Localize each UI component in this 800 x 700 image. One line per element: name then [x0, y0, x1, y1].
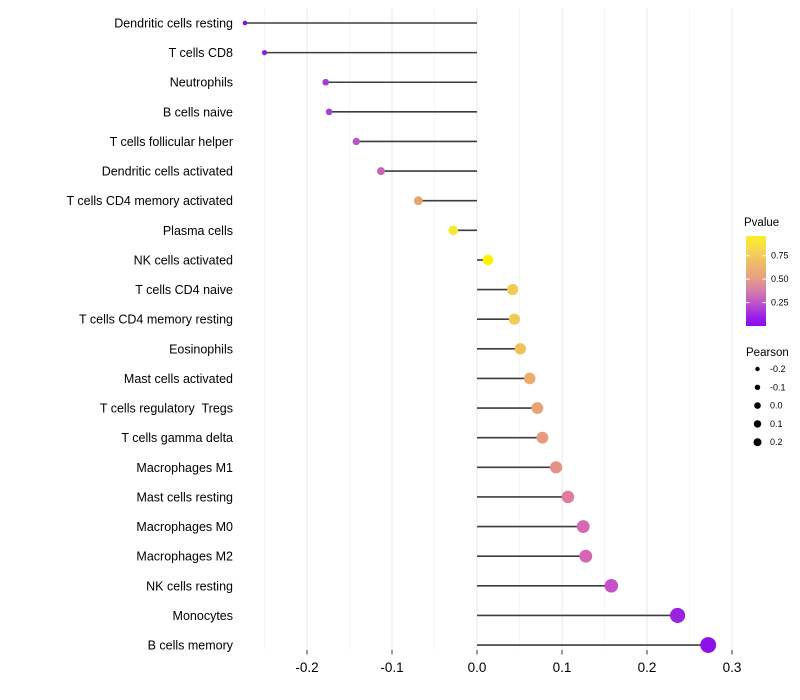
data-point — [576, 520, 590, 533]
pearson-legend-label: -0.2 — [770, 364, 786, 374]
pearson-legend-dot — [755, 366, 760, 372]
pearson-legend-label: -0.1 — [770, 382, 786, 392]
data-point — [536, 431, 549, 444]
data-point — [261, 50, 268, 56]
data-point — [376, 167, 385, 176]
category-label: B cells naive — [163, 105, 233, 119]
data-point — [514, 343, 527, 355]
data-point — [700, 637, 717, 653]
data-point — [561, 490, 575, 504]
category-label: T cells gamma delta — [121, 431, 233, 445]
category-label: Dendritic cells resting — [114, 17, 233, 31]
data-point — [325, 108, 333, 116]
data-point — [448, 225, 459, 236]
data-point — [352, 137, 360, 146]
category-label: Eosinophils — [169, 342, 233, 356]
category-label: Dendritic cells activated — [102, 165, 233, 179]
category-label: B cells memory — [148, 639, 234, 653]
category-label: Macrophages M1 — [136, 461, 233, 475]
data-point — [549, 461, 563, 474]
category-label: Macrophages M2 — [136, 550, 233, 564]
colorbar-tick-label: 0.75 — [771, 251, 789, 261]
category-label: T cells follicular helper — [110, 135, 233, 149]
category-label: T cells CD8 — [169, 46, 233, 60]
data-point — [507, 283, 519, 296]
x-tick-label: 0.3 — [723, 660, 742, 675]
category-label: Mast cells resting — [136, 490, 233, 504]
pearson-legend-dot — [753, 420, 762, 428]
category-label: Macrophages M0 — [136, 520, 233, 534]
category-label: Neutrophils — [170, 76, 233, 90]
category-label: NK cells resting — [146, 579, 233, 593]
category-label: T cells CD4 memory activated — [67, 194, 234, 208]
pearson-legend-label: 0.2 — [770, 437, 783, 447]
data-point — [604, 579, 619, 593]
pearson-legend-dot — [754, 384, 761, 390]
data-point — [523, 372, 536, 385]
category-label: Mast cells activated — [124, 372, 233, 386]
colorbar-tick-label: 0.25 — [771, 298, 789, 308]
x-tick-label: 0.2 — [638, 660, 657, 675]
data-point — [482, 254, 494, 266]
pearson-legend-label: 0.0 — [770, 401, 783, 411]
pearson-legend-title: Pearson — [746, 347, 789, 359]
category-label: Plasma cells — [163, 224, 233, 238]
pearson-legend-dot — [753, 438, 762, 447]
x-tick-label: -0.2 — [295, 660, 318, 675]
pvalue-colorbar — [746, 236, 766, 326]
category-label: NK cells activated — [134, 253, 233, 267]
pearson-legend-dot — [754, 402, 761, 409]
x-tick-label: 0.1 — [553, 660, 572, 675]
category-label: T cells regulatory Tregs — [100, 402, 233, 416]
data-point — [322, 78, 330, 86]
data-point — [579, 549, 593, 563]
category-label: Monocytes — [173, 609, 233, 623]
x-tick-label: 0.0 — [468, 660, 487, 675]
x-tick-label: -0.1 — [380, 660, 403, 675]
data-point — [531, 402, 544, 414]
data-point — [413, 196, 423, 206]
category-label: T cells CD4 memory resting — [79, 313, 233, 327]
data-point — [508, 313, 521, 325]
category-label: T cells CD4 naive — [135, 283, 233, 297]
data-point — [670, 607, 686, 623]
colorbar-tick-label: 0.50 — [771, 274, 789, 284]
data-point — [242, 20, 248, 26]
pearson-legend-label: 0.1 — [770, 419, 783, 429]
pvalue-legend-title: Pvalue — [744, 217, 779, 229]
